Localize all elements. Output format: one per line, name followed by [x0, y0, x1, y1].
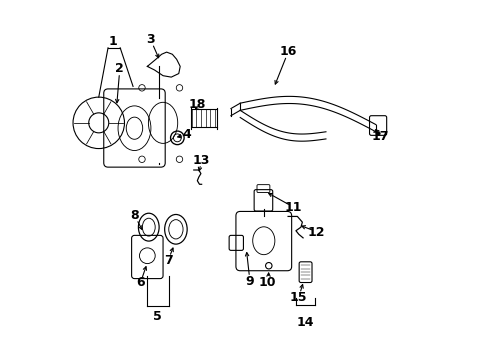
Text: 5: 5 — [152, 310, 161, 323]
Text: 15: 15 — [289, 291, 307, 304]
Text: 4: 4 — [182, 128, 191, 141]
Text: 1: 1 — [108, 35, 117, 48]
Text: 12: 12 — [307, 226, 325, 239]
Text: 11: 11 — [285, 201, 302, 214]
Text: 13: 13 — [193, 154, 210, 167]
Text: 17: 17 — [371, 130, 388, 143]
Text: 10: 10 — [259, 276, 276, 289]
Text: 6: 6 — [136, 276, 144, 289]
Text: 16: 16 — [279, 45, 296, 58]
Circle shape — [375, 131, 380, 136]
Text: 18: 18 — [188, 98, 205, 111]
Text: 3: 3 — [146, 33, 155, 46]
Text: 14: 14 — [296, 316, 313, 329]
Text: 8: 8 — [130, 209, 139, 222]
Text: 7: 7 — [163, 254, 172, 267]
Text: 2: 2 — [115, 62, 123, 75]
Text: 9: 9 — [244, 275, 253, 288]
